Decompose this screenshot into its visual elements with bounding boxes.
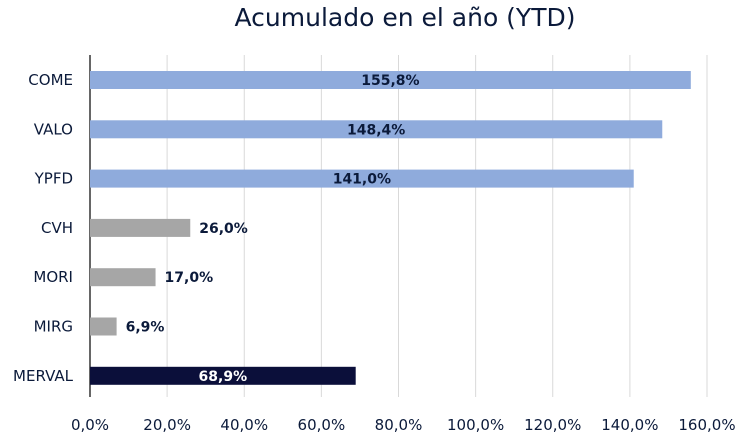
bar: [90, 268, 156, 287]
x-tick-label: 160,0%: [678, 416, 735, 434]
x-tick-label: 60,0%: [298, 416, 346, 434]
data-label: 26,0%: [199, 221, 248, 237]
chart-title: Acumulado en el año (YTD): [234, 3, 576, 32]
data-label: 148,4%: [347, 122, 405, 138]
bar: [90, 218, 191, 237]
x-tick-label: 40,0%: [220, 416, 268, 434]
category-label: VALO: [34, 120, 73, 138]
x-tick-label: 80,0%: [375, 416, 423, 434]
x-tick-label: 140,0%: [601, 416, 658, 434]
bar: [90, 120, 663, 139]
category-label: YPFD: [34, 170, 73, 188]
x-tick-label: 0,0%: [71, 416, 109, 434]
data-label: 141,0%: [333, 172, 391, 188]
bar: [90, 366, 356, 385]
data-label: 68,9%: [199, 369, 248, 385]
data-label: 155,8%: [361, 73, 419, 89]
bar: [90, 169, 634, 188]
data-label: 6,9%: [126, 320, 165, 336]
category-label: COME: [28, 71, 73, 89]
category-label: MERVAL: [13, 367, 74, 385]
x-tick-label: 20,0%: [143, 416, 191, 434]
x-tick-label: 100,0%: [447, 416, 504, 434]
category-label: CVH: [41, 219, 73, 237]
x-tick-label: 120,0%: [524, 416, 581, 434]
category-label: MORI: [33, 268, 73, 286]
category-label: MIRG: [34, 318, 73, 336]
bar: [90, 317, 117, 336]
data-label: 17,0%: [165, 270, 214, 286]
bar: [90, 71, 691, 89]
